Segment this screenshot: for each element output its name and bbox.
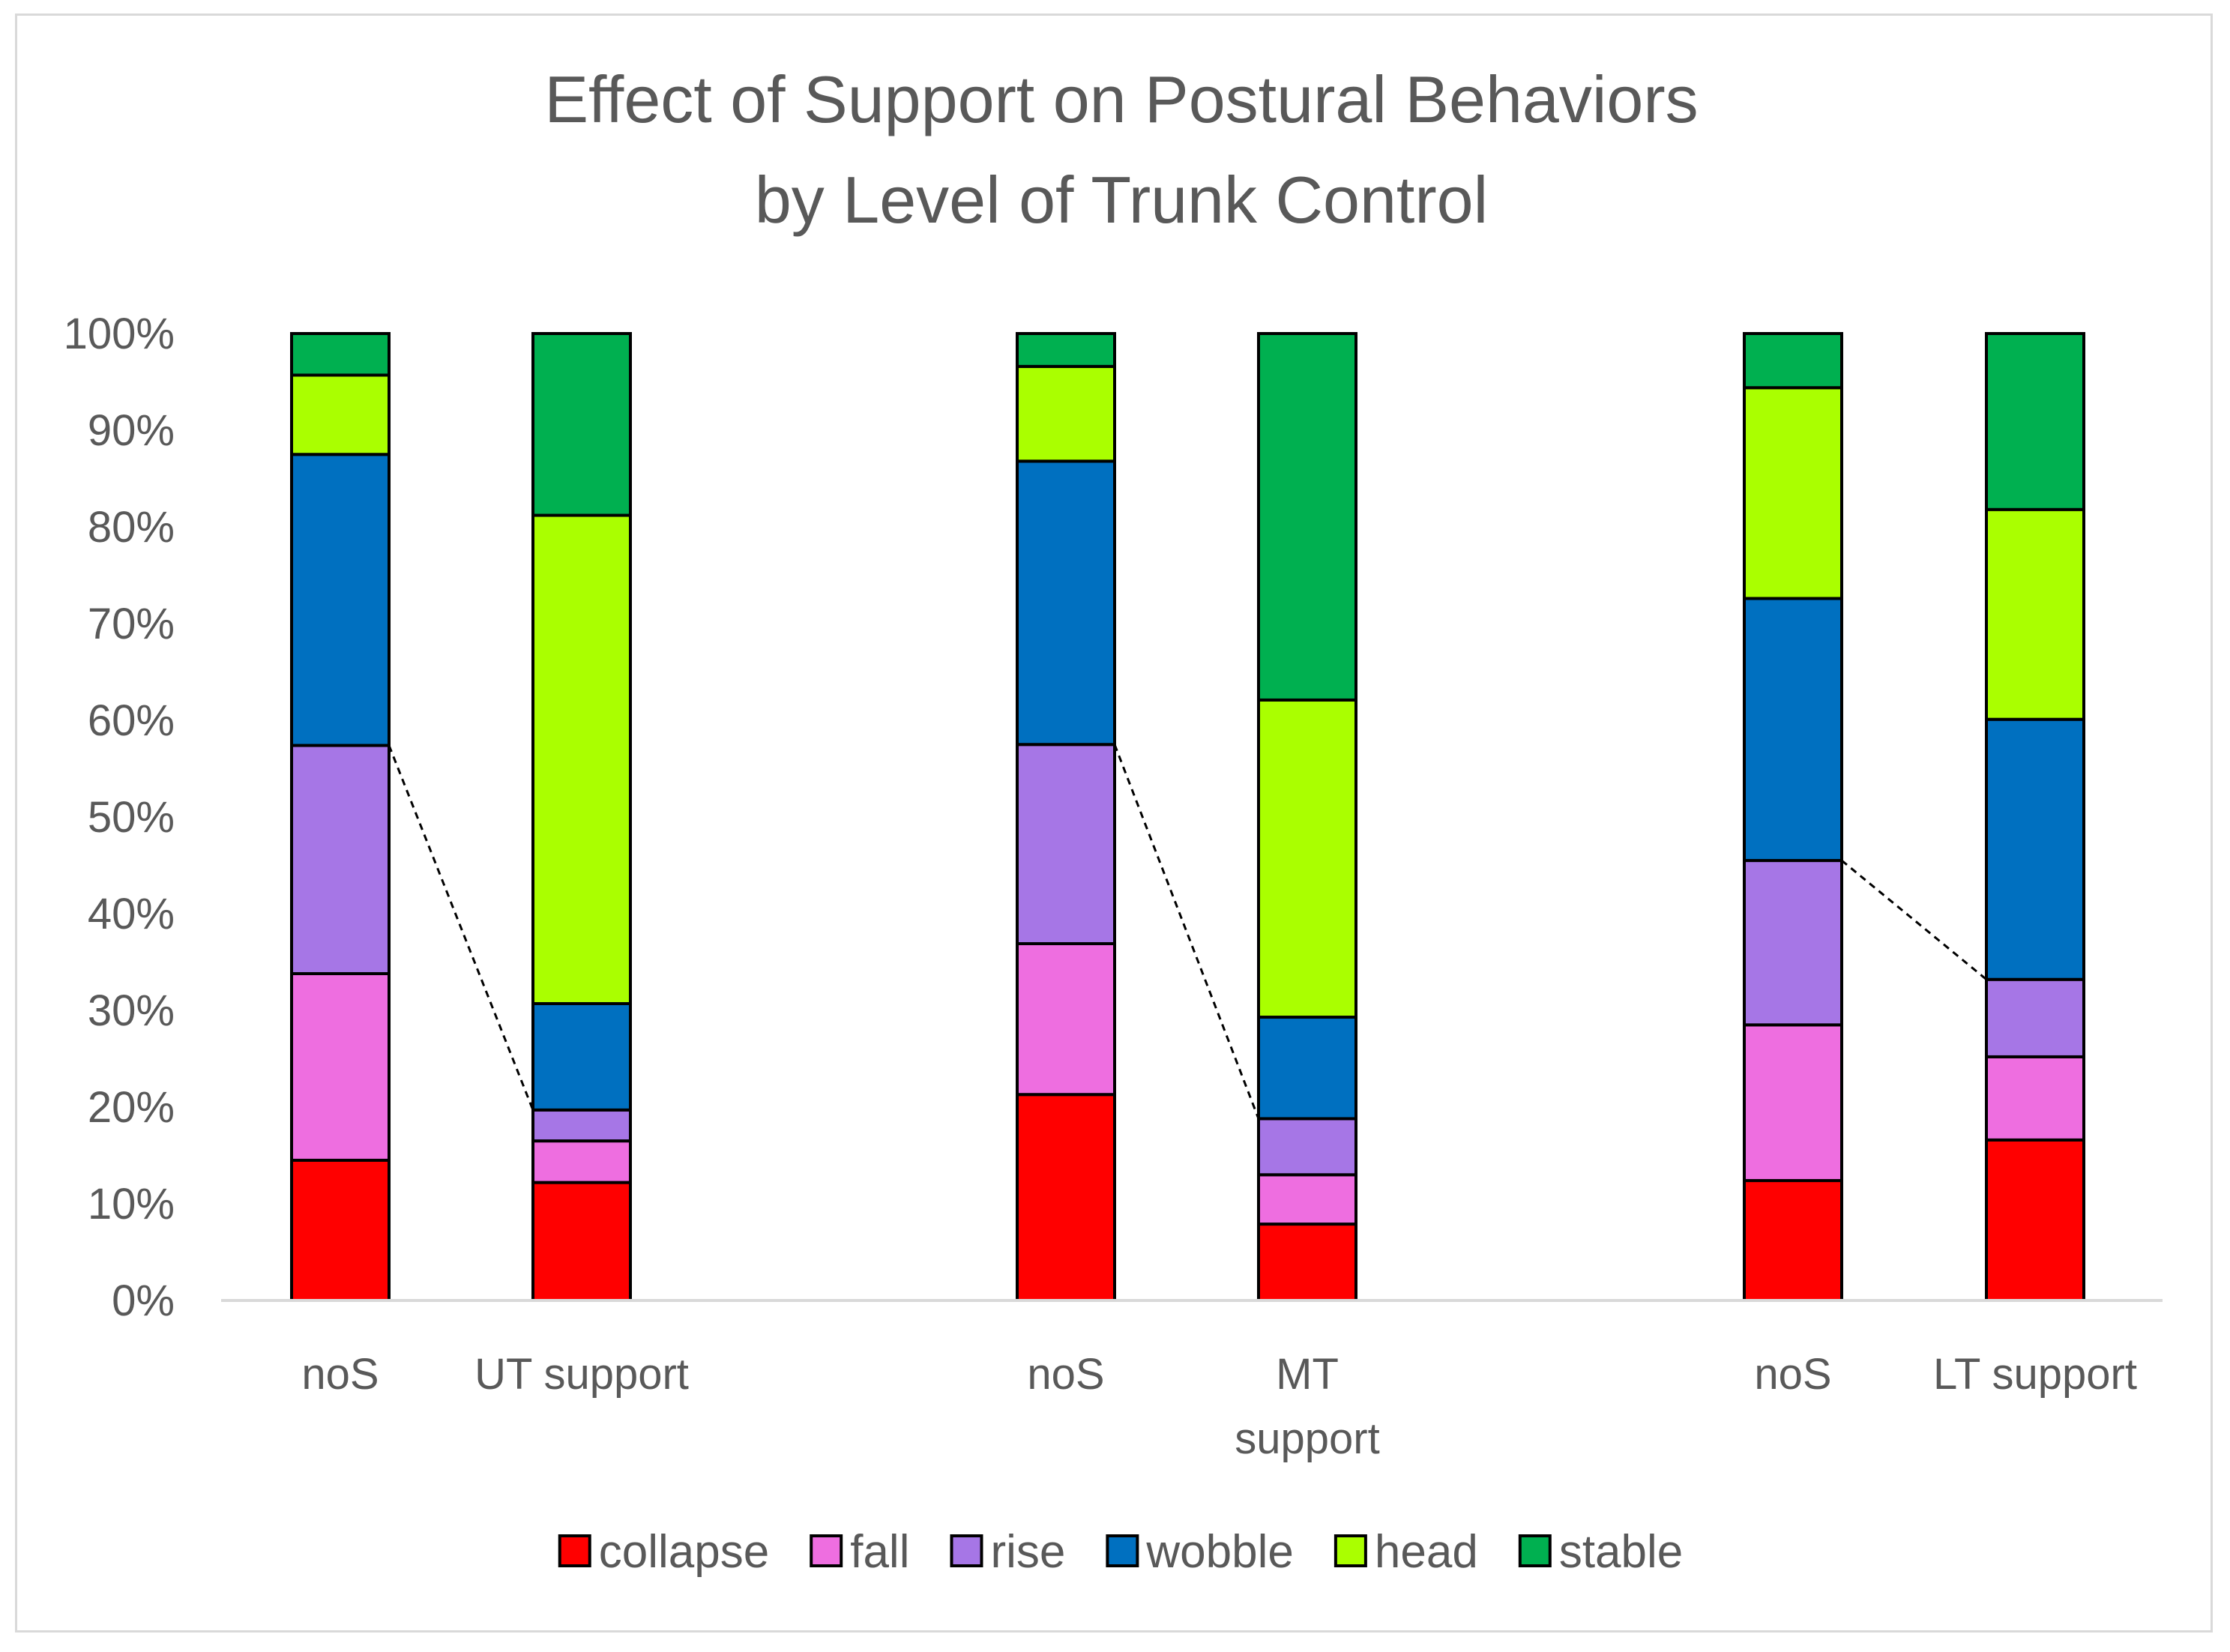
legend-label-rise: rise (990, 1526, 1065, 1578)
y-tick-label: 30% (88, 986, 175, 1035)
legend-label-collapse: collapse (599, 1526, 769, 1578)
y-tick-label: 70% (88, 600, 175, 648)
chart-title-line-1: Effect of Support on Postural Behaviors (544, 62, 1698, 136)
y-tick-label: 40% (88, 890, 175, 938)
bar-stack (1985, 332, 2085, 1302)
bars (290, 332, 2085, 1303)
bar-stack (1743, 332, 1843, 1303)
bar-segment-head (290, 373, 391, 456)
bar-segment-head (1257, 698, 1357, 1019)
bar-segment-collapse (290, 1158, 391, 1302)
bar-segment-stable (1985, 332, 2085, 511)
bar-segment-wobble (1257, 1016, 1357, 1121)
legend-label-fall: fall (850, 1526, 909, 1578)
bar-segment-wobble (1016, 459, 1116, 747)
chart-frame: Effect of Support on Postural Behaviors … (15, 13, 2213, 1633)
y-tick-label: 100% (64, 310, 175, 358)
connector-lines (388, 744, 1987, 1120)
bar-segment-rise (1985, 977, 2085, 1058)
bar-segment-fall (1257, 1173, 1357, 1226)
bar-stack (531, 332, 632, 1302)
bar-segment-rise (290, 744, 391, 975)
legend-swatch-rise (950, 1534, 983, 1567)
legend-swatch-stable (1518, 1534, 1552, 1567)
legend-label-wobble: wobble (1145, 1526, 1293, 1578)
bar-segment-fall (1743, 1023, 1843, 1183)
category-labels: noS UT support noS MT support noS LT support (301, 1350, 2137, 1463)
connector-line (388, 744, 534, 1111)
bar-segment-fall (290, 971, 391, 1162)
y-tick-label: 20% (88, 1083, 175, 1132)
bar-stack (1257, 332, 1357, 1302)
y-tick-label: 60% (88, 696, 175, 745)
y-tick-label: 50% (88, 793, 175, 842)
bar-segment-wobble (1985, 717, 2085, 981)
legend-label-stable: stable (1559, 1526, 1683, 1578)
legend-swatch-fall (810, 1534, 843, 1567)
bar-segment-stable (1743, 332, 1843, 390)
y-tick-label: 0% (112, 1276, 175, 1325)
stacked-bar-chart: Effect of Support on Postural Behaviors … (64, 62, 2163, 1578)
bar-segment-head (1743, 386, 1843, 600)
category-label: support (1235, 1414, 1379, 1463)
bar-segment-fall (531, 1139, 632, 1184)
y-tick-label: 10% (88, 1180, 175, 1229)
category-label: MT (1276, 1350, 1339, 1399)
category-label: LT support (1933, 1350, 2137, 1399)
bar-segment-collapse (531, 1181, 632, 1302)
bar-segment-wobble (1743, 597, 1843, 863)
bar-segment-stable (531, 332, 632, 517)
legend: collapse fall rise wobble head stable (558, 1526, 1683, 1578)
y-tick-label: 90% (88, 406, 175, 455)
bar-segment-stable (1257, 332, 1357, 702)
y-tick-label: 80% (88, 503, 175, 552)
bar-segment-head (531, 513, 632, 1005)
bar-stack (1016, 332, 1116, 1302)
connector-line (1113, 744, 1260, 1120)
category-label: UT support (474, 1350, 689, 1399)
bar-segment-fall (1985, 1055, 2085, 1142)
connector-line (1841, 859, 1987, 980)
bar-stack (290, 332, 391, 1302)
bar-segment-rise (1016, 743, 1116, 945)
bar-segment-head (1985, 507, 2085, 721)
bar-segment-collapse (1743, 1179, 1843, 1303)
bar-segment-rise (1743, 859, 1843, 1027)
legend-swatch-wobble (1106, 1534, 1139, 1567)
bar-segment-rise (1257, 1117, 1357, 1177)
bar-segment-collapse (1985, 1138, 2085, 1302)
category-label: noS (1027, 1350, 1104, 1399)
y-axis-ticks: 0% 10% 20% 30% 40% 50% 60% 70% 80% 90% 100% (64, 310, 175, 1325)
category-label: noS (301, 1350, 379, 1399)
bar-segment-collapse (1257, 1223, 1357, 1302)
bar-segment-stable (290, 332, 391, 377)
legend-swatch-collapse (558, 1534, 591, 1567)
legend-swatch-head (1334, 1534, 1367, 1567)
legend-label-head: head (1375, 1526, 1478, 1578)
bar-segment-wobble (290, 453, 391, 747)
bar-segment-collapse (1016, 1093, 1116, 1302)
bar-segment-fall (1016, 941, 1116, 1097)
bar-segment-stable (1016, 332, 1116, 368)
bar-segment-rise (531, 1108, 632, 1143)
chart-title-line-2: by Level of Trunk Control (755, 163, 1488, 237)
bar-segment-head (1016, 364, 1116, 463)
bar-segment-wobble (531, 1001, 632, 1112)
category-label: noS (1754, 1350, 1831, 1399)
